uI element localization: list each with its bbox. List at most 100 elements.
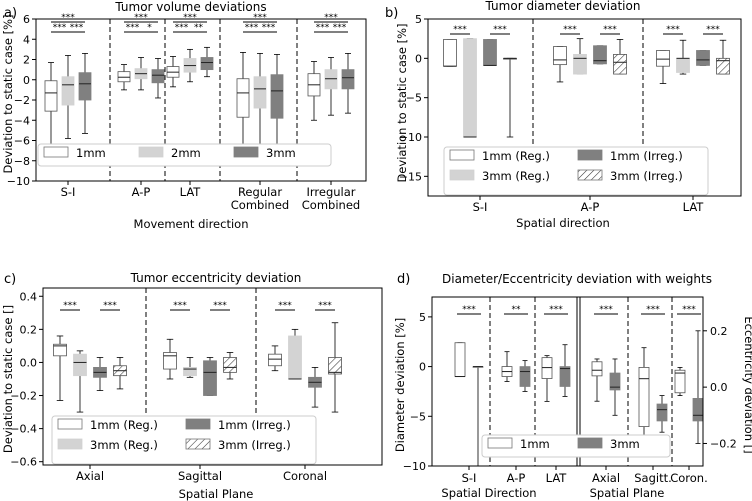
y-tick-label: 2 bbox=[23, 54, 30, 67]
significance-label: *** bbox=[245, 23, 259, 33]
panel-c-xlabel: Spatial Plane bbox=[179, 487, 254, 501]
box-1mm (Reg.) bbox=[443, 39, 457, 67]
box-body bbox=[341, 69, 355, 90]
box-body bbox=[656, 403, 668, 422]
significance-label: *** bbox=[173, 301, 187, 311]
y-tick-label-right: −0.2 bbox=[710, 437, 737, 450]
box-1mm (Reg.) bbox=[163, 338, 177, 380]
box-1mm (Reg.) bbox=[53, 335, 67, 401]
panel-d-plot: *** ** *** *** *** ***50−5−100.20.0−0.2S-I A-P… bbox=[403, 296, 737, 485]
x-tick-label: S-I bbox=[473, 200, 488, 214]
box-1mm (Irreg.) bbox=[93, 357, 107, 391]
x-tick-label: Combined bbox=[231, 198, 289, 212]
panel-c-ylabel: Deviation to static case [] bbox=[1, 305, 15, 453]
x-tick-label: LAT bbox=[180, 185, 202, 199]
box-2mm bbox=[134, 57, 148, 91]
box-3mm (Irreg.) bbox=[613, 39, 627, 75]
box-body bbox=[183, 367, 197, 377]
x-tick-label: Regular bbox=[238, 185, 282, 199]
y-tick-label: 0 bbox=[23, 74, 30, 87]
box-3mm bbox=[341, 53, 355, 114]
box-body bbox=[553, 46, 567, 66]
box-3mm bbox=[559, 344, 571, 397]
box-body bbox=[443, 39, 457, 67]
significance-label: *** bbox=[61, 13, 75, 23]
y-tick-label: −0.4 bbox=[10, 423, 37, 436]
significance-label: *** bbox=[603, 25, 617, 35]
legend-swatch bbox=[185, 418, 211, 430]
panel-d-xlabel-left: Spatial Direction bbox=[441, 486, 536, 500]
y-tick-label: −6 bbox=[14, 135, 30, 148]
legend-box bbox=[51, 415, 317, 465]
panel-c-label: c) bbox=[4, 272, 16, 287]
box-body bbox=[674, 369, 686, 394]
significance-label: *** bbox=[646, 305, 660, 315]
significance-label: *** bbox=[333, 23, 347, 33]
x-tick-label: Sagittal bbox=[178, 469, 222, 483]
legend-entry: 3mm (Reg.) bbox=[90, 438, 158, 452]
panel-d: d) Diameter/Eccentricity deviation with … bbox=[393, 272, 752, 500]
legend-entry: 1mm (Irreg.) bbox=[610, 149, 683, 163]
box-1mm bbox=[44, 62, 58, 150]
box-1mm (Irreg.) bbox=[308, 367, 322, 408]
panel-c-title: Tumor eccentricity deviation bbox=[130, 271, 302, 285]
box-body bbox=[151, 69, 165, 84]
box-3mm (Irreg.) bbox=[223, 352, 237, 380]
y-tick-label: −0.6 bbox=[10, 456, 37, 469]
axes-frame bbox=[42, 287, 383, 466]
legend-entry: 2mm bbox=[171, 146, 201, 160]
box-body bbox=[676, 57, 690, 73]
box-1mm bbox=[591, 358, 603, 402]
legend-entry: 1mm (Irreg.) bbox=[218, 418, 291, 432]
significance-label: *** bbox=[278, 301, 292, 311]
panel-b-label: b) bbox=[385, 6, 398, 21]
significance-label: *** bbox=[462, 305, 476, 315]
box-1mm bbox=[674, 367, 686, 396]
box-body bbox=[288, 335, 302, 380]
box-body bbox=[117, 71, 131, 83]
x-tick-label: S-I bbox=[61, 185, 76, 199]
box-1mm bbox=[454, 342, 466, 378]
box-body bbox=[53, 343, 67, 357]
y-tick-label: 6 bbox=[23, 13, 30, 26]
box-body bbox=[270, 74, 284, 119]
y-tick-label: 5 bbox=[419, 311, 426, 324]
significance-label: * bbox=[147, 23, 152, 33]
box-3mm bbox=[78, 53, 92, 134]
box-1mm (Irreg.) bbox=[203, 357, 217, 396]
box-1mm (Reg.) bbox=[553, 46, 567, 83]
legend-entry: 1mm bbox=[520, 437, 550, 451]
legend-entry: 3mm bbox=[266, 146, 296, 160]
significance-label: *** bbox=[563, 25, 577, 35]
x-tick-label: Irregular bbox=[306, 185, 355, 199]
panel-c-plot: *** *** *** *** *** *** 0.4 0.2 0.0 −0.2 −0.4 −0.6 A… bbox=[10, 287, 383, 483]
box-1mm (Reg.) bbox=[656, 50, 670, 84]
box-body bbox=[78, 72, 92, 101]
panel-a: a) Tumor volume deviations Deviation to … bbox=[1, 0, 367, 231]
box-body bbox=[203, 360, 217, 396]
y-tick-label: −5 bbox=[406, 92, 422, 105]
legend-swatch bbox=[577, 149, 603, 161]
significance-label: *** bbox=[453, 25, 467, 35]
box-1mm bbox=[541, 355, 553, 402]
box-1mm (Irreg.) bbox=[696, 50, 710, 66]
significance-label: ** bbox=[194, 23, 204, 33]
box-body bbox=[463, 38, 477, 138]
y-tick-label: 5 bbox=[415, 13, 422, 26]
panel-a-plot: ****** ********* ******* ******** ********* *… bbox=[7, 13, 367, 212]
significance-label: *** bbox=[666, 25, 680, 35]
box-3mm (Irreg.) bbox=[328, 322, 342, 413]
y-tick-label: 0.4 bbox=[20, 290, 38, 303]
box-body bbox=[44, 80, 58, 112]
y-tick-label: 4 bbox=[23, 33, 30, 46]
x-tick-label: LAT bbox=[546, 471, 568, 485]
significance-label: *** bbox=[103, 301, 117, 311]
box-body bbox=[559, 366, 571, 387]
box-3mm (Reg.) bbox=[183, 357, 197, 378]
legend-box bbox=[443, 146, 709, 196]
legend-entry: 1mm (Reg.) bbox=[90, 418, 158, 432]
box-3mm (Reg.) bbox=[573, 38, 587, 75]
significance-label: ** bbox=[512, 305, 522, 315]
legend-entry: 3mm bbox=[610, 437, 640, 451]
x-tick-label: A-P bbox=[132, 185, 151, 199]
